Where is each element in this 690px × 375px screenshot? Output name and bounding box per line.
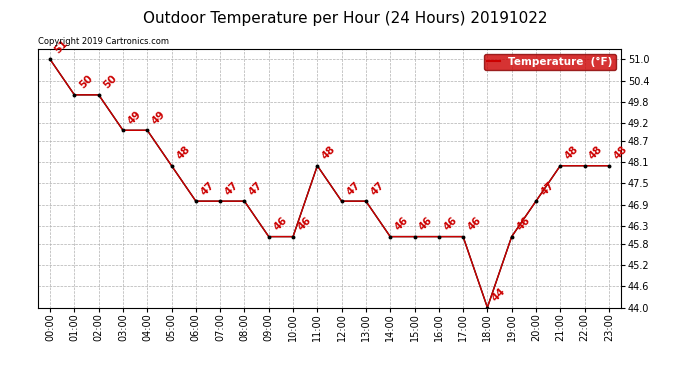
Point (239, 198, 250, 204)
Point (409, 234, 420, 240)
Point (117, 127, 128, 133)
Point (215, 198, 226, 204)
Text: 47: 47 (199, 180, 216, 197)
Point (69, 92, 80, 98)
Point (385, 234, 396, 240)
Point (433, 234, 444, 240)
Point (506, 234, 518, 240)
Point (336, 198, 347, 204)
Text: 46: 46 (515, 215, 532, 232)
Text: 46: 46 (417, 215, 435, 232)
Text: 47: 47 (368, 180, 386, 197)
Text: 49: 49 (150, 109, 168, 126)
Text: 46: 46 (272, 215, 289, 232)
Text: 46: 46 (442, 215, 459, 232)
Point (531, 198, 542, 204)
Text: 48: 48 (320, 144, 337, 162)
Text: 51: 51 (53, 38, 70, 55)
Text: 49: 49 (126, 109, 143, 126)
Point (288, 234, 299, 240)
Text: 48: 48 (563, 144, 580, 162)
Point (166, 163, 177, 169)
Text: 48: 48 (175, 144, 192, 162)
Point (457, 234, 469, 240)
Point (93, 92, 104, 98)
Legend: Temperature  (°F): Temperature (°F) (484, 54, 615, 70)
Point (263, 234, 274, 240)
Point (141, 127, 152, 133)
Text: 47: 47 (539, 180, 556, 197)
Point (555, 163, 566, 169)
Point (482, 304, 493, 310)
Text: Copyright 2019 Cartronics.com: Copyright 2019 Cartronics.com (38, 37, 169, 46)
Point (579, 163, 590, 169)
Text: 50: 50 (101, 74, 119, 91)
Point (312, 163, 323, 169)
Point (360, 198, 371, 204)
Text: 46: 46 (393, 215, 411, 232)
Point (603, 163, 614, 169)
Text: 47: 47 (223, 180, 240, 197)
Text: 47: 47 (247, 180, 265, 197)
Text: 48: 48 (611, 144, 629, 162)
Text: Outdoor Temperature per Hour (24 Hours) 20191022: Outdoor Temperature per Hour (24 Hours) … (143, 11, 547, 26)
Text: 46: 46 (296, 215, 313, 232)
Text: 48: 48 (587, 144, 604, 162)
Point (45, 56, 56, 62)
Text: 50: 50 (77, 74, 95, 91)
Text: 46: 46 (466, 215, 483, 232)
Text: 44: 44 (490, 286, 508, 303)
Point (190, 198, 201, 204)
Text: 47: 47 (344, 180, 362, 197)
